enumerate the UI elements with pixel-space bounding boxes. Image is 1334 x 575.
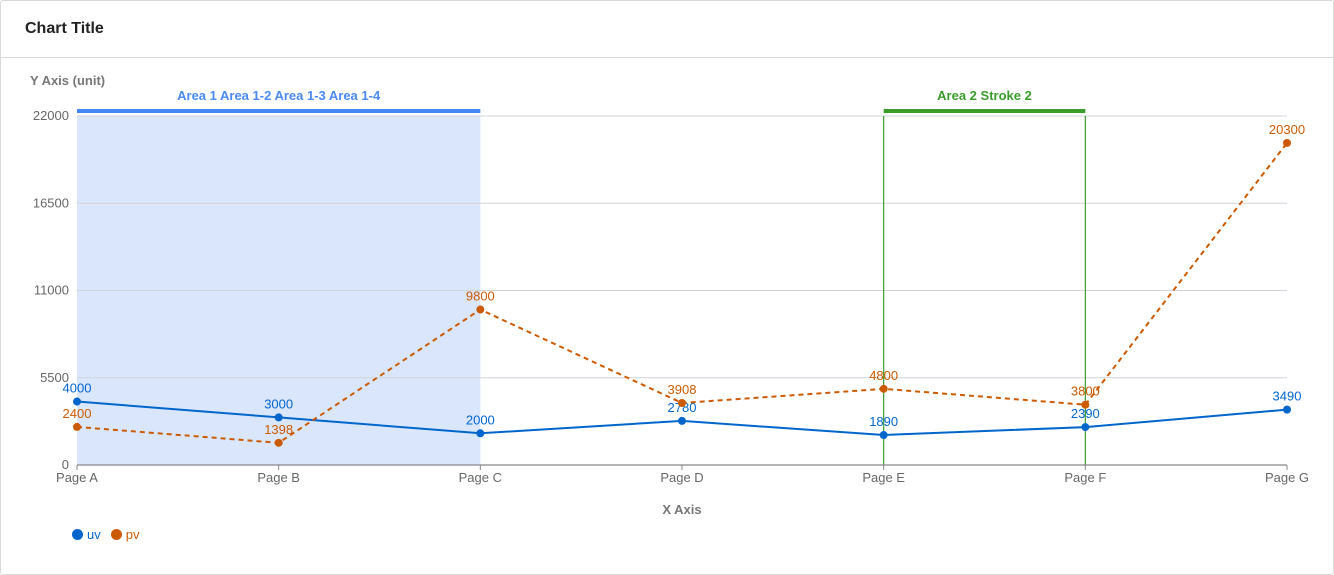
data-point-uv[interactable] bbox=[879, 431, 888, 440]
legend-item-pv[interactable]: pv bbox=[110, 527, 140, 542]
y-tick-label: 11000 bbox=[34, 283, 69, 298]
x-tick-label: Page A bbox=[56, 470, 98, 485]
data-label-pv: 1398 bbox=[264, 422, 293, 437]
x-tick-label: Page D bbox=[660, 470, 703, 485]
data-point-uv[interactable] bbox=[476, 429, 485, 438]
data-point-uv[interactable] bbox=[274, 413, 283, 422]
chart-title: Chart Title bbox=[25, 20, 104, 37]
annotation-label-1: Area 1 Area 1-2 Area 1-3 Area 1-4 bbox=[177, 88, 381, 103]
annotation-bar-1 bbox=[77, 109, 481, 113]
data-label-pv: 2400 bbox=[63, 406, 92, 421]
data-point-pv[interactable] bbox=[678, 399, 686, 408]
data-label-pv: 3800 bbox=[1071, 384, 1100, 399]
annotation-bar-2 bbox=[883, 109, 1086, 113]
legend-marker-uv bbox=[72, 529, 83, 540]
y-axis-title: Y Axis (unit) bbox=[30, 73, 105, 88]
legend: uv pv bbox=[72, 527, 139, 542]
data-label-pv: 20300 bbox=[1269, 122, 1305, 137]
data-point-pv[interactable] bbox=[73, 422, 81, 431]
data-point-uv[interactable] bbox=[73, 397, 81, 406]
legend-item-uv[interactable]: uv bbox=[72, 527, 101, 542]
legend-marker-pv bbox=[110, 529, 122, 540]
data-point-uv[interactable] bbox=[678, 416, 686, 425]
y-tick-label: 0 bbox=[62, 457, 69, 472]
data-label-pv: 9800 bbox=[466, 289, 495, 304]
data-label-uv: 4000 bbox=[63, 381, 92, 396]
x-tick-label: Page F bbox=[1064, 470, 1106, 485]
annotation-label-2: Area 2 Stroke 2 bbox=[937, 88, 1032, 103]
x-tick-label: Page C bbox=[459, 470, 502, 485]
data-point-pv[interactable] bbox=[476, 305, 485, 314]
x-tick-label: Page B bbox=[257, 470, 300, 485]
y-tick-label: 16500 bbox=[33, 195, 69, 210]
y-tick-label: 22000 bbox=[33, 108, 69, 123]
data-label-uv: 2390 bbox=[1071, 406, 1100, 421]
data-label-uv: 2000 bbox=[466, 412, 495, 427]
line-chart: Area 1 Area 1-2 Area 1-3 Area 1-4 Area 2 … bbox=[30, 73, 1309, 517]
data-point-pv[interactable] bbox=[274, 438, 283, 447]
data-label-uv: 3490 bbox=[1273, 389, 1302, 404]
data-label-uv: 1890 bbox=[869, 414, 898, 429]
x-axis-title: X Axis bbox=[662, 502, 701, 517]
x-tick-label: Page E bbox=[862, 470, 905, 485]
data-label-uv: 3000 bbox=[264, 396, 293, 411]
x-tick-label: Page G bbox=[1265, 470, 1309, 485]
legend-label-uv: uv bbox=[87, 527, 101, 542]
data-point-uv[interactable] bbox=[1283, 405, 1291, 414]
data-label-pv: 3908 bbox=[668, 382, 697, 397]
data-point-uv[interactable] bbox=[1081, 423, 1090, 432]
data-point-pv[interactable] bbox=[879, 384, 888, 393]
data-point-pv[interactable] bbox=[1081, 400, 1090, 409]
data-label-pv: 4800 bbox=[869, 368, 898, 383]
data-label-uv: 2780 bbox=[668, 400, 697, 415]
data-point-pv[interactable] bbox=[1283, 138, 1291, 147]
card-header: Chart Title bbox=[1, 1, 1333, 58]
legend-label-pv: pv bbox=[125, 527, 140, 542]
y-tick-label: 5500 bbox=[40, 370, 69, 385]
